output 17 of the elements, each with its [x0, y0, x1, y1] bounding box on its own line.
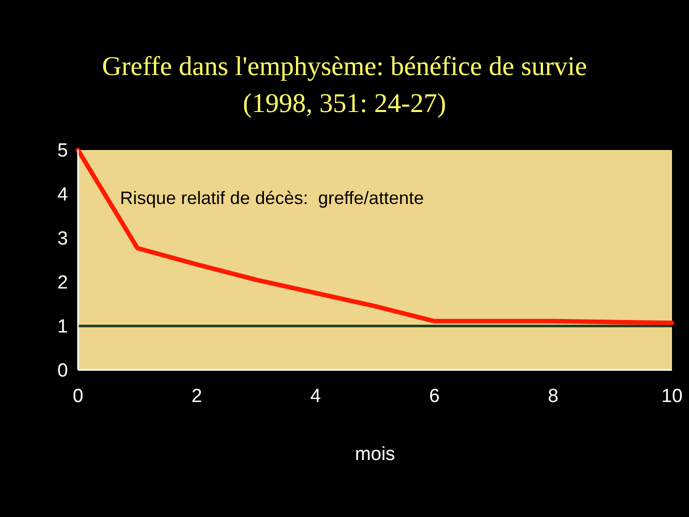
line-series	[76, 148, 674, 326]
y-tick-label: 3	[57, 228, 68, 250]
y-tick-label: 4	[57, 184, 68, 206]
x-tick-label: 0	[72, 386, 84, 407]
chart-subtitle: (1998, 351: 24-27)	[242, 88, 446, 118]
x-tick-label: 2	[192, 386, 202, 407]
y-tick-label: 2	[57, 272, 68, 294]
x-axis-title: mois	[354, 444, 396, 465]
chart-title: Greffe dans l'emphysème: bénéfice de survie	[102, 51, 587, 81]
y-tick-label: 0	[57, 360, 68, 382]
y-tick-label: 1	[57, 316, 68, 338]
y-tick-label: 5	[57, 140, 68, 162]
x-tick-label: 10	[661, 386, 683, 407]
x-tick-label: 6	[429, 386, 440, 407]
x-tick-label: 4	[310, 386, 322, 407]
x-tick-label: 8	[548, 386, 558, 407]
annotation: Risque relatif de décès: greffe/attente	[120, 188, 424, 208]
